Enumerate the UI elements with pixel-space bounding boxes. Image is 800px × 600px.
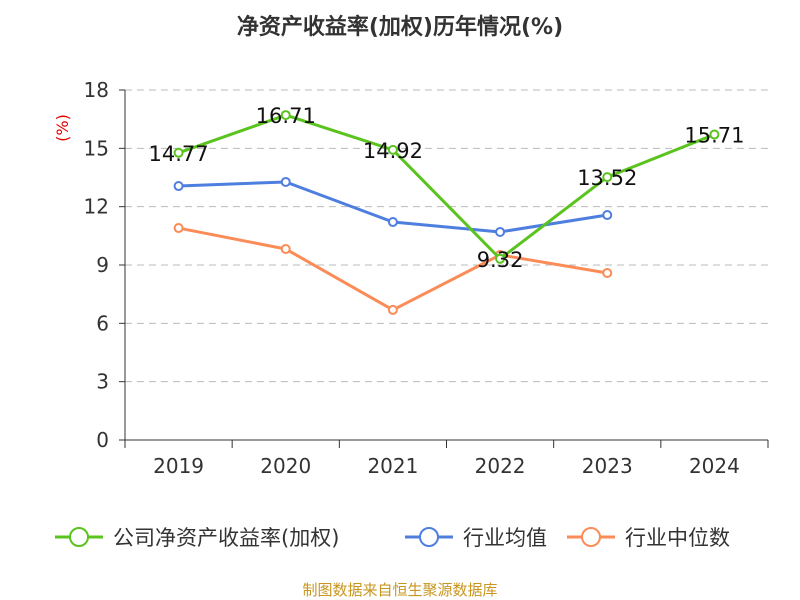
data-label: 13.52	[577, 166, 637, 190]
data-label: 9.32	[477, 248, 524, 272]
data-point[interactable]	[173, 223, 184, 234]
series-line	[178, 113, 715, 261]
y-tick-label: 3	[96, 370, 109, 394]
legend-label[interactable]: 公司净资产收益率(加权)	[113, 526, 339, 550]
legend-marker[interactable]	[419, 527, 439, 547]
data-point[interactable]	[602, 267, 613, 278]
data-label: 15.71	[684, 124, 744, 148]
legend-label[interactable]: 行业均值	[463, 526, 547, 550]
data-point[interactable]	[280, 244, 291, 255]
legend-marker[interactable]	[581, 527, 601, 547]
x-tick-label: 2020	[260, 454, 311, 478]
data-point[interactable]	[280, 176, 291, 187]
x-tick-label: 2023	[582, 454, 633, 478]
data-label: 14.77	[149, 142, 209, 166]
series-line	[178, 226, 608, 312]
source-note: 制图数据来自恒生聚源数据库	[302, 581, 497, 599]
y-axis-label: (%)	[53, 114, 72, 142]
y-tick-label: 0	[96, 428, 109, 452]
data-point[interactable]	[602, 172, 613, 183]
y-tick-label: 18	[84, 78, 109, 102]
data-point[interactable]	[280, 110, 291, 121]
y-tick-label: 12	[84, 195, 109, 219]
data-point[interactable]	[602, 210, 613, 221]
data-point[interactable]	[173, 181, 184, 192]
data-point[interactable]	[495, 253, 506, 264]
x-tick-label: 2019	[153, 454, 204, 478]
legend-label[interactable]: 行业中位数	[625, 526, 730, 550]
y-tick-label: 6	[96, 311, 109, 335]
x-tick-label: 2024	[689, 454, 740, 478]
y-tick-label: 9	[96, 253, 109, 277]
x-tick-label: 2022	[475, 454, 526, 478]
x-tick-label: 2021	[367, 454, 418, 478]
data-point[interactable]	[387, 217, 398, 228]
data-point[interactable]	[387, 304, 398, 315]
data-point[interactable]	[173, 147, 184, 158]
data-label: 16.71	[256, 104, 316, 128]
data-point[interactable]	[387, 144, 398, 155]
data-label: 14.92	[363, 139, 423, 163]
legend-marker[interactable]	[69, 527, 89, 547]
data-point[interactable]	[495, 226, 506, 237]
chart-title: 净资产收益率(加权)历年情况(%)	[237, 14, 563, 40]
data-point[interactable]	[709, 129, 720, 140]
y-tick-label: 15	[84, 136, 109, 160]
